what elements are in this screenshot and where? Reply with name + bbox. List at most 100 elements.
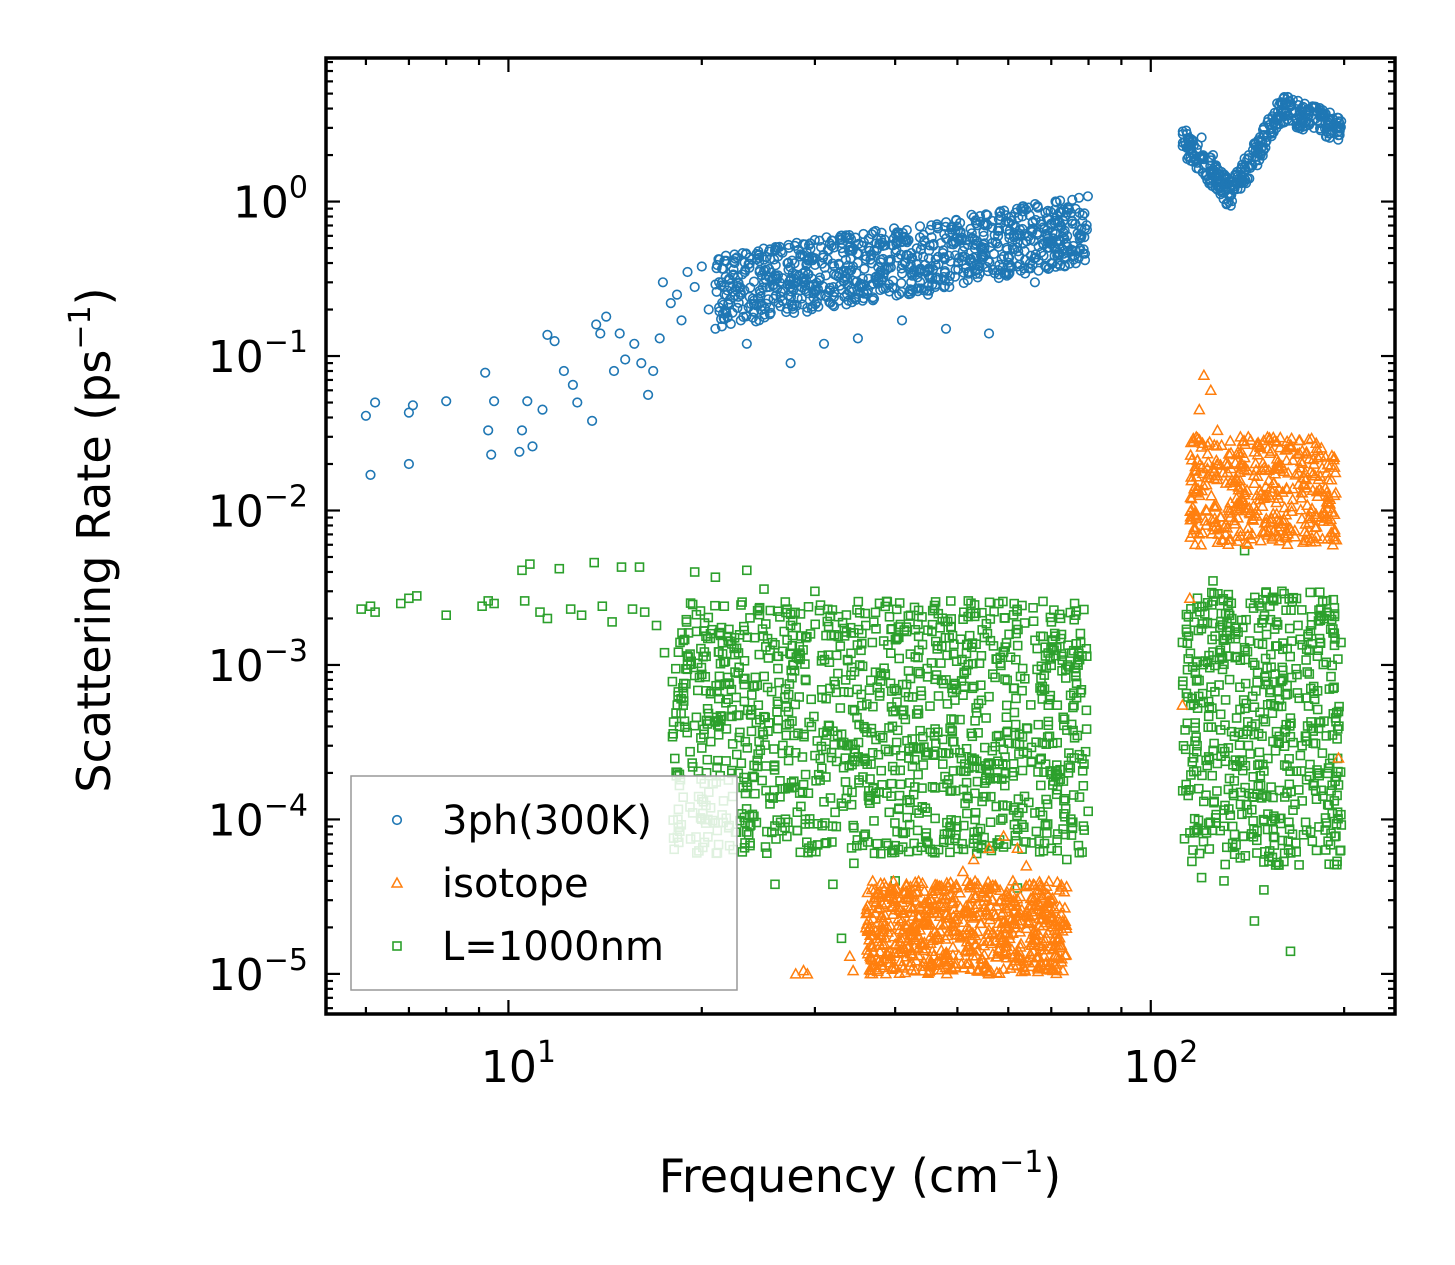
data-point-square <box>1311 845 1322 856</box>
data-point-square <box>852 684 862 695</box>
data-point-square <box>1275 676 1286 686</box>
data-point-square <box>1206 682 1216 692</box>
data-point-triangle <box>1266 485 1279 497</box>
data-point-triangle <box>1271 459 1284 472</box>
data-point-circle <box>753 246 764 257</box>
data-point-square <box>913 666 924 677</box>
data-point-circle <box>994 259 1005 271</box>
data-point-square <box>1292 669 1302 680</box>
data-point-triangle <box>1004 961 1017 973</box>
data-point-square <box>958 614 968 625</box>
data-point-circle <box>787 279 798 290</box>
data-point-circle <box>850 294 862 305</box>
data-point-square <box>1259 766 1269 776</box>
data-point-square <box>791 652 802 662</box>
data-point-square <box>947 726 958 737</box>
data-point-square <box>1059 808 1069 819</box>
data-point-square <box>1231 623 1241 634</box>
data-point-circle <box>1320 108 1331 119</box>
data-point-square <box>1026 838 1037 848</box>
data-point-triangle <box>888 938 901 950</box>
data-point-circle <box>527 441 538 452</box>
data-point-square <box>969 754 980 765</box>
data-point-square <box>739 812 750 823</box>
data-point-circle <box>1059 260 1070 271</box>
data-point-square <box>863 785 874 796</box>
data-point-square <box>1181 779 1191 790</box>
data-point-circle <box>754 256 765 267</box>
data-point-square <box>1257 731 1267 742</box>
data-point-square <box>820 838 831 849</box>
data-point-square <box>879 663 889 674</box>
data-point-triangle <box>1280 531 1293 543</box>
data-point-square <box>1321 595 1332 606</box>
data-point-triangle <box>939 906 952 918</box>
data-point-square <box>1312 704 1323 715</box>
data-point-square <box>565 604 576 614</box>
data-point-square <box>754 736 764 747</box>
data-point-square <box>1281 605 1291 616</box>
data-point-square <box>955 714 965 725</box>
data-point-triangle <box>1324 512 1338 525</box>
data-point-circle <box>1292 99 1304 111</box>
data-point-circle <box>770 290 781 301</box>
data-point-triangle <box>1250 488 1263 501</box>
data-point-square <box>909 782 920 792</box>
data-point-square <box>1067 823 1078 834</box>
data-point-triangle <box>1305 531 1319 543</box>
data-point-square <box>1273 737 1284 747</box>
data-point-circle <box>1077 210 1088 221</box>
data-point-triangle <box>1245 532 1258 544</box>
data-point-square <box>759 711 769 722</box>
data-point-triangle <box>1186 526 1199 538</box>
data-point-circle <box>1197 150 1209 161</box>
data-point-triangle <box>1286 453 1300 465</box>
data-point-square <box>1317 748 1328 758</box>
data-point-square <box>1267 852 1278 863</box>
data-point-circle <box>891 236 902 247</box>
data-point-square <box>885 648 896 659</box>
data-point-square <box>995 658 1006 669</box>
data-point-triangle <box>1304 465 1317 477</box>
data-point-square <box>1255 601 1265 611</box>
data-point-square <box>1194 675 1204 686</box>
data-point-square <box>960 798 970 809</box>
data-point-square <box>1043 716 1054 727</box>
data-point-square <box>1315 587 1325 598</box>
data-point-triangle <box>1222 532 1236 545</box>
data-point-triangle <box>879 967 893 979</box>
data-point-square <box>1312 651 1323 662</box>
data-point-triangle <box>971 924 984 937</box>
data-point-square <box>911 743 922 754</box>
data-point-square <box>1212 758 1223 769</box>
data-point-square <box>793 728 803 739</box>
data-point-square <box>930 813 940 824</box>
data-point-square <box>913 652 923 663</box>
data-point-circle <box>1028 235 1039 247</box>
data-point-square <box>1269 700 1280 711</box>
data-point-square <box>795 609 806 619</box>
data-point-square <box>971 707 982 718</box>
data-point-circle <box>1221 171 1232 182</box>
data-point-square <box>800 814 811 825</box>
data-point-square <box>823 621 834 632</box>
data-point-square <box>1050 631 1061 642</box>
data-point-circle <box>845 234 857 245</box>
data-point-square <box>691 712 702 723</box>
data-point-square <box>1226 726 1237 737</box>
data-point-triangle <box>1264 515 1277 527</box>
data-point-square <box>745 840 755 851</box>
data-point-square <box>915 668 925 679</box>
data-point-triangle <box>886 962 899 974</box>
data-point-triangle <box>996 915 1010 927</box>
data-point-circle <box>866 250 877 261</box>
data-point-circle <box>924 271 935 283</box>
data-point-square <box>1249 916 1260 926</box>
data-point-circle <box>1197 167 1208 178</box>
data-point-square <box>806 721 817 732</box>
data-point-square <box>884 807 895 818</box>
data-point-square <box>970 788 980 799</box>
data-point-square <box>893 622 904 632</box>
data-point-square <box>828 879 838 890</box>
data-point-triangle <box>1313 469 1327 481</box>
